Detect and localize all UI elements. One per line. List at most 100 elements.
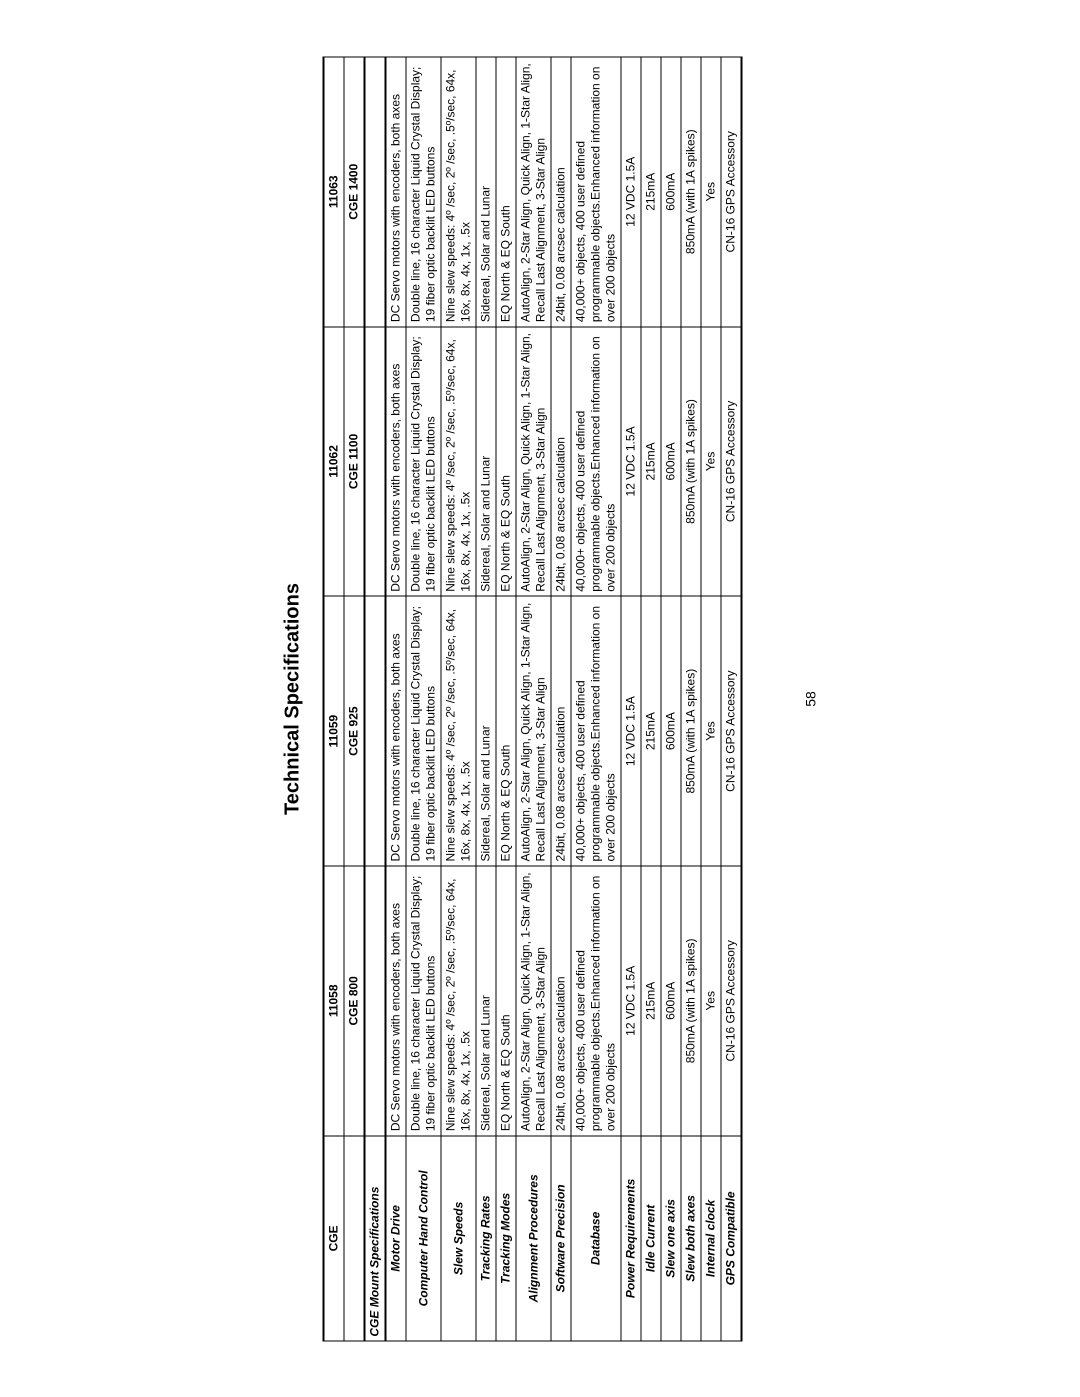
cell: Yes xyxy=(701,865,721,1135)
table-row: Alignment Procedures AutoAlign, 2-Star A… xyxy=(516,56,551,1340)
cell: Double line, 16 character Liquid Crystal… xyxy=(406,865,441,1135)
cell: Nine slew speeds: 4º /sec, 2º /sec, .5º/… xyxy=(441,56,476,326)
cell: AutoAlign, 2-Star Align, Quick Align, 1-… xyxy=(516,596,551,866)
cell: 12 VDC 1.5A xyxy=(621,596,641,866)
specifications-table: CGE 11058 11059 11062 11063 CGE 800 CGE … xyxy=(323,56,743,1341)
cell: 215mA xyxy=(641,865,661,1135)
row-label-software-precision: Software Precision xyxy=(551,1135,571,1340)
row-label-motor-drive: Motor Drive xyxy=(386,1135,407,1340)
cell: EQ North & EQ South xyxy=(496,596,516,866)
table-row: Computer Hand Control Double line, 16 ch… xyxy=(406,56,441,1340)
model-cge925: CGE 925 xyxy=(344,596,365,866)
col-header-11058: 11058 xyxy=(324,865,345,1135)
cell: 40,000+ objects, 400 user defined progra… xyxy=(571,865,621,1135)
cell: 850mA (with 1A spikes) xyxy=(681,326,701,596)
cell: Nine slew speeds: 4º /sec, 2º /sec, .5º/… xyxy=(441,596,476,866)
row-label-power-requirements: Power Requirements xyxy=(621,1135,641,1340)
section-blank-3 xyxy=(365,326,386,596)
cell: Nine slew speeds: 4º /sec, 2º /sec, .5º/… xyxy=(441,865,476,1135)
row-label-tracking-modes: Tracking Modes xyxy=(496,1135,516,1340)
page-number: 58 xyxy=(803,0,819,1397)
row-label-computer-hand-control: Computer Hand Control xyxy=(406,1135,441,1340)
section-blank-4 xyxy=(365,56,386,326)
cell: 600mA xyxy=(661,596,681,866)
cell: 12 VDC 1.5A xyxy=(621,865,641,1135)
cell: Double line, 16 character Liquid Crystal… xyxy=(406,56,441,326)
table-row: Slew Speeds Nine slew speeds: 4º /sec, 2… xyxy=(441,56,476,1340)
model-cge800: CGE 800 xyxy=(344,865,365,1135)
table-row: Power Requirements 12 VDC 1.5A 12 VDC 1.… xyxy=(621,56,641,1340)
row-label-internal-clock: Internal clock xyxy=(701,1135,721,1340)
page-content: Technical Specifications CGE 11058 11059… xyxy=(262,0,819,1397)
cell: Nine slew speeds: 4º /sec, 2º /sec, .5º/… xyxy=(441,326,476,596)
cell: Sidereal, Solar and Lunar xyxy=(476,56,496,326)
cell: 215mA xyxy=(641,56,661,326)
cell: 24bit, 0.08 arcsec calculation xyxy=(551,865,571,1135)
cell: 12 VDC 1.5A xyxy=(621,56,641,326)
cell: DC Servo motors with encoders, both axes xyxy=(386,865,407,1135)
row-label-database: Database xyxy=(571,1135,621,1340)
col-header-11063: 11063 xyxy=(324,56,345,326)
cell: DC Servo motors with encoders, both axes xyxy=(386,56,407,326)
row-label-tracking-rates: Tracking Rates xyxy=(476,1135,496,1340)
cell: 24bit, 0.08 arcsec calculation xyxy=(551,56,571,326)
cell: Double line, 16 character Liquid Crystal… xyxy=(406,326,441,596)
table-row: Database 40,000+ objects, 400 user defin… xyxy=(571,56,621,1340)
table-header-row-1: CGE 11058 11059 11062 11063 xyxy=(324,56,345,1340)
table-row: Slew both axes 850mA (with 1A spikes) 85… xyxy=(681,56,701,1340)
cell: Sidereal, Solar and Lunar xyxy=(476,865,496,1135)
model-cge1400: CGE 1400 xyxy=(344,56,365,326)
cell: Double line, 16 character Liquid Crystal… xyxy=(406,596,441,866)
cell: Sidereal, Solar and Lunar xyxy=(476,596,496,866)
cell: EQ North & EQ South xyxy=(496,56,516,326)
cell: 12 VDC 1.5A xyxy=(621,326,641,596)
row-label-gps-compatible: GPS Compatible xyxy=(721,1135,742,1340)
cell: 24bit, 0.08 arcsec calculation xyxy=(551,326,571,596)
row-label-slew-one-axis: Slew one axis xyxy=(661,1135,681,1340)
table-row: Motor Drive DC Servo motors with encoder… xyxy=(386,56,407,1340)
cell: AutoAlign, 2-Star Align, Quick Align, 1-… xyxy=(516,865,551,1135)
table-row: Idle Current 215mA 215mA 215mA 215mA xyxy=(641,56,661,1340)
table-row: Tracking Rates Sidereal, Solar and Lunar… xyxy=(476,56,496,1340)
cell: 40,000+ objects, 400 user defined progra… xyxy=(571,596,621,866)
cell: CN-16 GPS Accessory xyxy=(721,326,742,596)
model-cge1100: CGE 1100 xyxy=(344,326,365,596)
cell: Yes xyxy=(701,326,721,596)
cell: 850mA (with 1A spikes) xyxy=(681,596,701,866)
cell: 850mA (with 1A spikes) xyxy=(681,56,701,326)
section-header: CGE Mount Specifications xyxy=(365,1135,386,1340)
cell: 215mA xyxy=(641,326,661,596)
cell: 215mA xyxy=(641,596,661,866)
row-label-slew-speeds: Slew Speeds xyxy=(441,1135,476,1340)
cell: 40,000+ objects, 400 user defined progra… xyxy=(571,326,621,596)
cell: EQ North & EQ South xyxy=(496,326,516,596)
table-row: Internal clock Yes Yes Yes Yes xyxy=(701,56,721,1340)
cell: 600mA xyxy=(661,865,681,1135)
col-header-11059: 11059 xyxy=(324,596,345,866)
cell: Yes xyxy=(701,596,721,866)
cell: 24bit, 0.08 arcsec calculation xyxy=(551,596,571,866)
cell: AutoAlign, 2-Star Align, Quick Align, 1-… xyxy=(516,326,551,596)
cell: 850mA (with 1A spikes) xyxy=(681,865,701,1135)
cell: CN-16 GPS Accessory xyxy=(721,56,742,326)
col-header-11062: 11062 xyxy=(324,326,345,596)
row-label-idle-current: Idle Current xyxy=(641,1135,661,1340)
table-header-row-2: CGE 800 CGE 925 CGE 1100 CGE 1400 xyxy=(344,56,365,1340)
blank-header xyxy=(344,1135,365,1340)
section-blank-1 xyxy=(365,865,386,1135)
cell: CN-16 GPS Accessory xyxy=(721,596,742,866)
cell: DC Servo motors with encoders, both axes xyxy=(386,596,407,866)
cell: Yes xyxy=(701,56,721,326)
col-header-cge: CGE xyxy=(324,1135,345,1340)
section-header-row: CGE Mount Specifications xyxy=(365,56,386,1340)
row-label-alignment-procedures: Alignment Procedures xyxy=(516,1135,551,1340)
page-title: Technical Specifications xyxy=(282,0,305,1397)
cell: 40,000+ objects, 400 user defined progra… xyxy=(571,56,621,326)
cell: 600mA xyxy=(661,326,681,596)
table-row: Software Precision 24bit, 0.08 arcsec ca… xyxy=(551,56,571,1340)
row-label-slew-both-axes: Slew both axes xyxy=(681,1135,701,1340)
cell: AutoAlign, 2-Star Align, Quick Align, 1-… xyxy=(516,56,551,326)
cell: 600mA xyxy=(661,56,681,326)
table-row: GPS Compatible CN-16 GPS Accessory CN-16… xyxy=(721,56,742,1340)
section-blank-2 xyxy=(365,596,386,866)
